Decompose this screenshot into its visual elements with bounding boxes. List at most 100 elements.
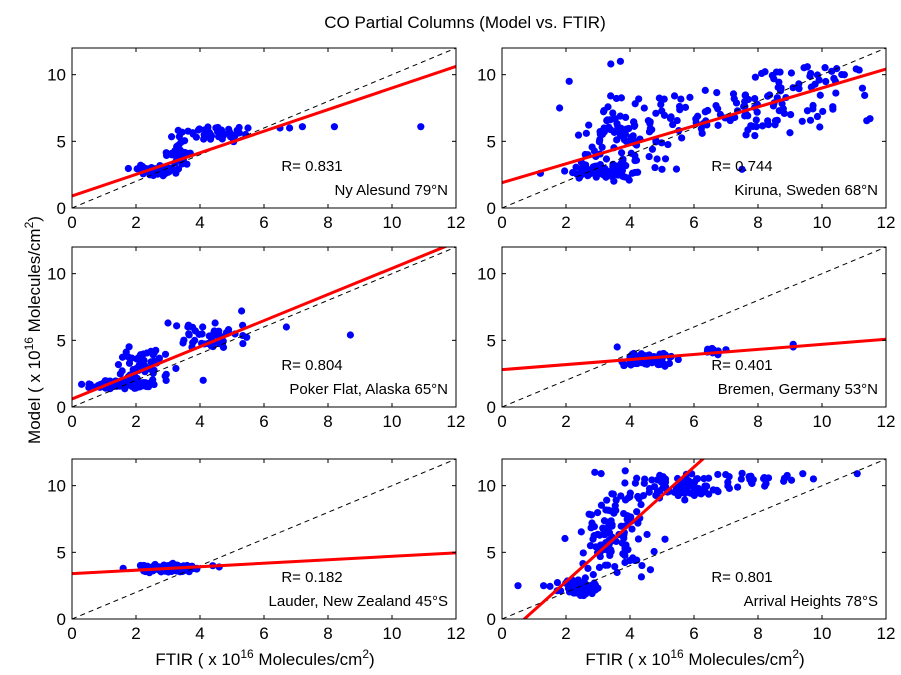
scatter-panel-5: 0 2 4 6 8 10 12 0 5 10 R= 0.182 Lauder, New Zealand…: [47, 458, 466, 643]
data-point: [620, 509, 628, 518]
data-point: [610, 177, 618, 185]
data-point: [634, 535, 643, 543]
x-tick-label: 4: [195, 624, 204, 643]
data-point: [617, 149, 626, 157]
station-label: Lauder, New Zealand 45°S: [269, 593, 448, 610]
data-point: [774, 83, 782, 91]
data-point: [569, 168, 577, 177]
data-point: [182, 149, 191, 157]
data-point: [575, 173, 584, 181]
data-point: [741, 91, 749, 100]
y-axis-label-unit: Molecules/cm: [25, 228, 44, 337]
x-tick-label: 10: [813, 624, 832, 643]
data-point: [714, 470, 722, 479]
data-point: [713, 89, 721, 97]
y-tick-label: 5: [487, 543, 496, 562]
data-point: [243, 333, 251, 341]
data-point: [612, 506, 620, 515]
data-point: [587, 524, 595, 532]
data-point: [639, 492, 648, 500]
data-point: [147, 358, 155, 366]
data-point: [697, 490, 705, 498]
data-point: [617, 492, 625, 500]
scatter-panel-2: 0 2 4 6 8 10 12 0 5 10 R= 0.744 Kiruna, Sweden 68°N: [477, 47, 895, 232]
scatter-panel-4: 0 2 4 6 8 10 12 0 5 10 R= 0.401 Bremen, Germany 53°…: [477, 246, 895, 431]
data-point: [821, 64, 829, 72]
data-point: [604, 561, 612, 569]
data-point: [624, 174, 632, 182]
data-point: [600, 106, 608, 115]
x-tick-label: 10: [383, 213, 402, 232]
data-point: [124, 353, 132, 361]
y-tick-label: 10: [47, 477, 66, 496]
data-point: [565, 77, 573, 85]
data-point: [330, 123, 338, 131]
data-point: [651, 163, 659, 172]
x-tick-label: 12: [877, 624, 896, 643]
data-point: [681, 496, 689, 504]
data-point: [124, 164, 132, 173]
x-tick-label: 12: [447, 624, 466, 643]
data-point: [768, 71, 776, 80]
data-point: [807, 69, 815, 78]
data-point: [238, 307, 246, 315]
data-point: [174, 126, 182, 134]
x-axis-label-main: FTIR ( x 10: [155, 650, 240, 669]
data-point: [138, 358, 146, 366]
data-point: [603, 116, 612, 124]
x-tick-label: 10: [383, 412, 402, 431]
y-axis-label-exponent: 16: [22, 337, 36, 351]
data-point: [162, 149, 170, 157]
data-point: [861, 91, 869, 99]
data-point: [577, 528, 585, 536]
data-point: [751, 73, 759, 81]
data-point: [627, 133, 635, 141]
data-point: [561, 534, 569, 543]
x-tick-label: 6: [259, 624, 268, 643]
x-axis-label-main: FTIR ( x 10: [585, 650, 670, 669]
data-point: [709, 486, 717, 494]
data-point: [652, 109, 660, 117]
data-point: [584, 564, 592, 573]
data-point: [809, 101, 817, 110]
y-tick-label: 10: [47, 66, 66, 85]
data-point: [606, 551, 614, 560]
correlation-label: R= 0.182: [281, 569, 342, 586]
data-point: [640, 104, 648, 112]
x-axis-label-close: ): [799, 650, 805, 669]
data-point: [613, 165, 621, 173]
data-point: [183, 160, 191, 168]
x-tick-label: 12: [447, 412, 466, 431]
data-point: [633, 508, 641, 516]
figure-title: CO Partial Columns (Model vs. FTIR): [324, 13, 606, 32]
data-point: [621, 467, 629, 475]
x-tick-label: 2: [561, 213, 570, 232]
data-point: [725, 473, 733, 481]
x-tick-label: 2: [131, 624, 140, 643]
station-label: Poker Flat, Alaska 65°N: [289, 381, 448, 398]
data-point: [803, 107, 812, 115]
data-point: [556, 104, 564, 112]
data-point: [628, 525, 636, 533]
data-point: [561, 167, 569, 175]
data-point: [179, 339, 187, 347]
data-point: [594, 509, 602, 517]
data-point: [614, 171, 622, 179]
data-point: [613, 136, 621, 144]
data-point: [623, 515, 631, 523]
data-point: [704, 106, 712, 115]
data-point: [590, 532, 598, 540]
x-tick-label: 8: [323, 412, 332, 431]
data-point: [795, 80, 803, 88]
data-point: [617, 94, 625, 102]
data-point: [658, 107, 666, 115]
data-point: [638, 561, 646, 570]
data-point: [591, 468, 599, 476]
data-point: [226, 128, 234, 136]
lines: [72, 247, 456, 407]
regression-line: [72, 64, 456, 198]
data-point: [194, 126, 203, 134]
data-point: [612, 496, 620, 504]
data-point: [734, 483, 742, 491]
data-point: [760, 473, 768, 482]
